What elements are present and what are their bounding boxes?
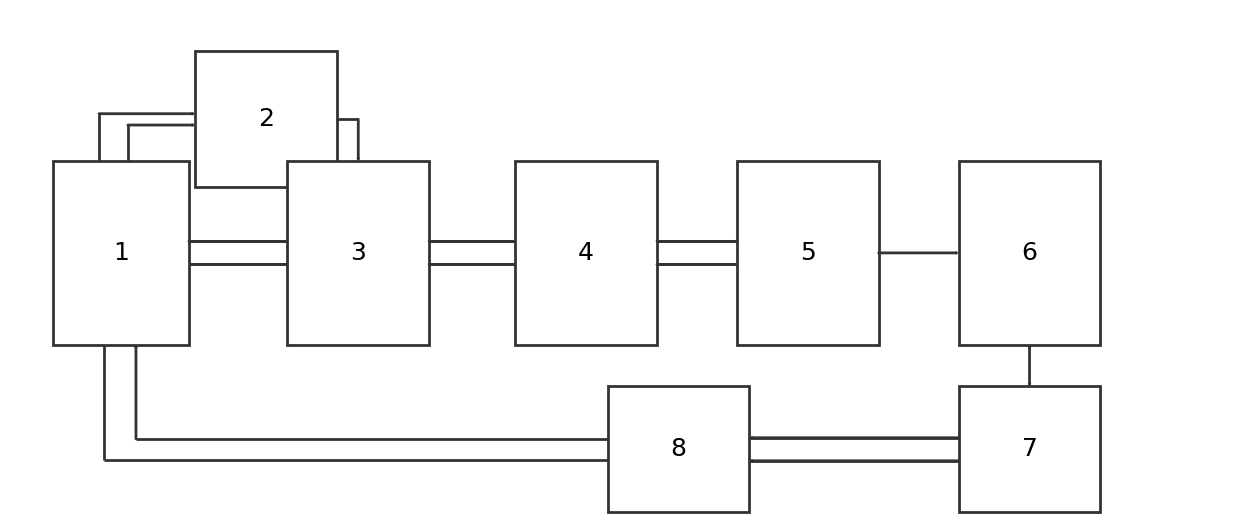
FancyBboxPatch shape [959, 161, 1100, 345]
Text: 5: 5 [800, 241, 816, 265]
FancyBboxPatch shape [959, 386, 1100, 512]
Text: 7: 7 [1022, 437, 1038, 461]
FancyBboxPatch shape [516, 161, 657, 345]
FancyBboxPatch shape [288, 161, 429, 345]
Text: 8: 8 [671, 437, 687, 461]
Text: 3: 3 [351, 241, 366, 265]
Text: 4: 4 [578, 241, 594, 265]
FancyBboxPatch shape [737, 161, 879, 345]
FancyBboxPatch shape [53, 161, 188, 345]
FancyBboxPatch shape [608, 386, 749, 512]
Text: 1: 1 [113, 241, 129, 265]
Text: 2: 2 [258, 107, 274, 131]
FancyBboxPatch shape [195, 51, 337, 187]
Text: 6: 6 [1022, 241, 1038, 265]
